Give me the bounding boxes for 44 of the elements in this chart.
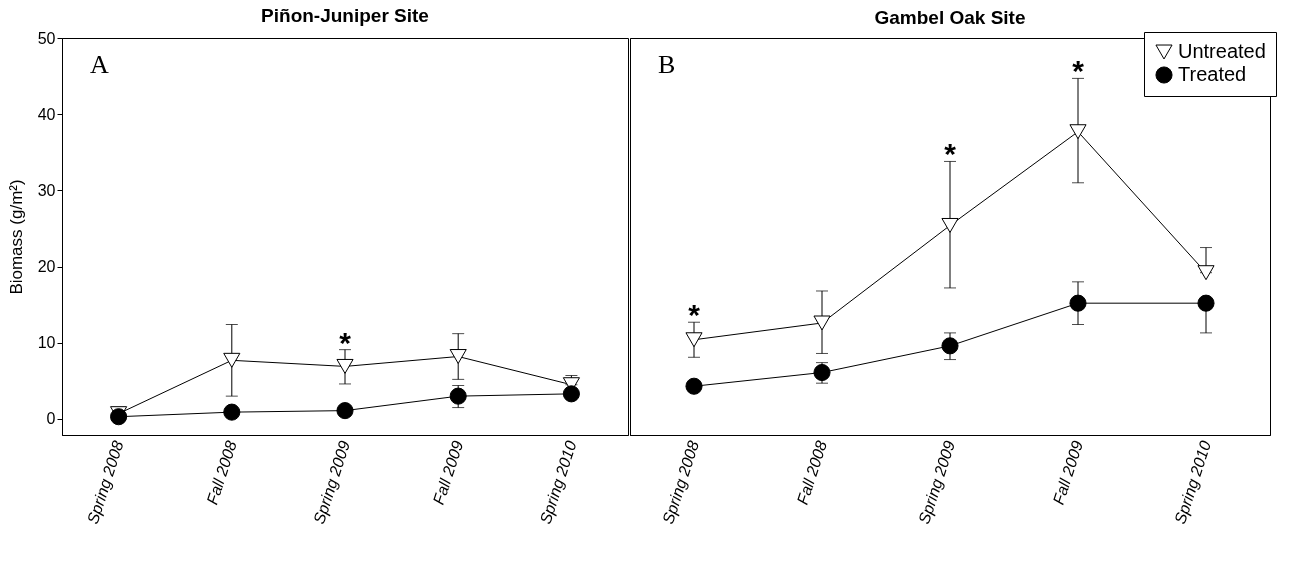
- annotation: *: [944, 137, 957, 171]
- point: [110, 408, 128, 426]
- point: [336, 402, 354, 420]
- y-tick-label: 50: [37, 29, 56, 47]
- point: [223, 352, 241, 368]
- annotation: A: [90, 50, 109, 79]
- x-tick-label: Spring 2009: [915, 438, 959, 527]
- y-tick-label: 0: [46, 410, 56, 428]
- point: [685, 332, 703, 348]
- y-tick-label: 10: [37, 334, 56, 352]
- y-tick-label: 20: [37, 258, 56, 276]
- chart-title: Gambel Oak Site: [874, 6, 1026, 28]
- x-tick-label: Spring 2009: [310, 438, 354, 527]
- point: [1197, 265, 1215, 281]
- y-axis-title: Biomass (g/m²): [6, 179, 26, 295]
- x-tick-label: Fall 2008: [203, 438, 240, 507]
- point: [813, 315, 831, 331]
- x-tick-label: Spring 2008: [659, 438, 703, 527]
- x-tick-label: Spring 2008: [83, 438, 127, 527]
- point: [941, 217, 959, 233]
- x-tick-label: Spring 2010: [536, 438, 580, 527]
- point: [449, 387, 467, 405]
- legend-label: Untreated: [1178, 40, 1266, 62]
- x-tick-label: Fall 2009: [1049, 438, 1087, 507]
- x-tick-label: Fall 2008: [793, 438, 831, 507]
- annotation: *: [1072, 54, 1085, 88]
- annotation: *: [339, 325, 352, 359]
- y-tick-label: 30: [37, 181, 56, 199]
- point: [685, 377, 703, 395]
- point: [336, 358, 354, 374]
- y-tick-label: 40: [37, 105, 56, 123]
- point: [1069, 294, 1087, 312]
- chart-title: Piñon-Juniper Site: [261, 5, 429, 26]
- point: [1197, 294, 1215, 312]
- point: [1069, 124, 1087, 140]
- point: [562, 385, 580, 403]
- point: [223, 403, 241, 421]
- point: [449, 349, 467, 364]
- annotation: B: [658, 50, 676, 79]
- legend-label: Treated: [1178, 63, 1247, 85]
- x-tick-label: Fall 2009: [429, 438, 467, 507]
- annotation: *: [688, 298, 701, 332]
- point: [941, 337, 959, 355]
- x-tick-label: Spring 2010: [1171, 438, 1215, 527]
